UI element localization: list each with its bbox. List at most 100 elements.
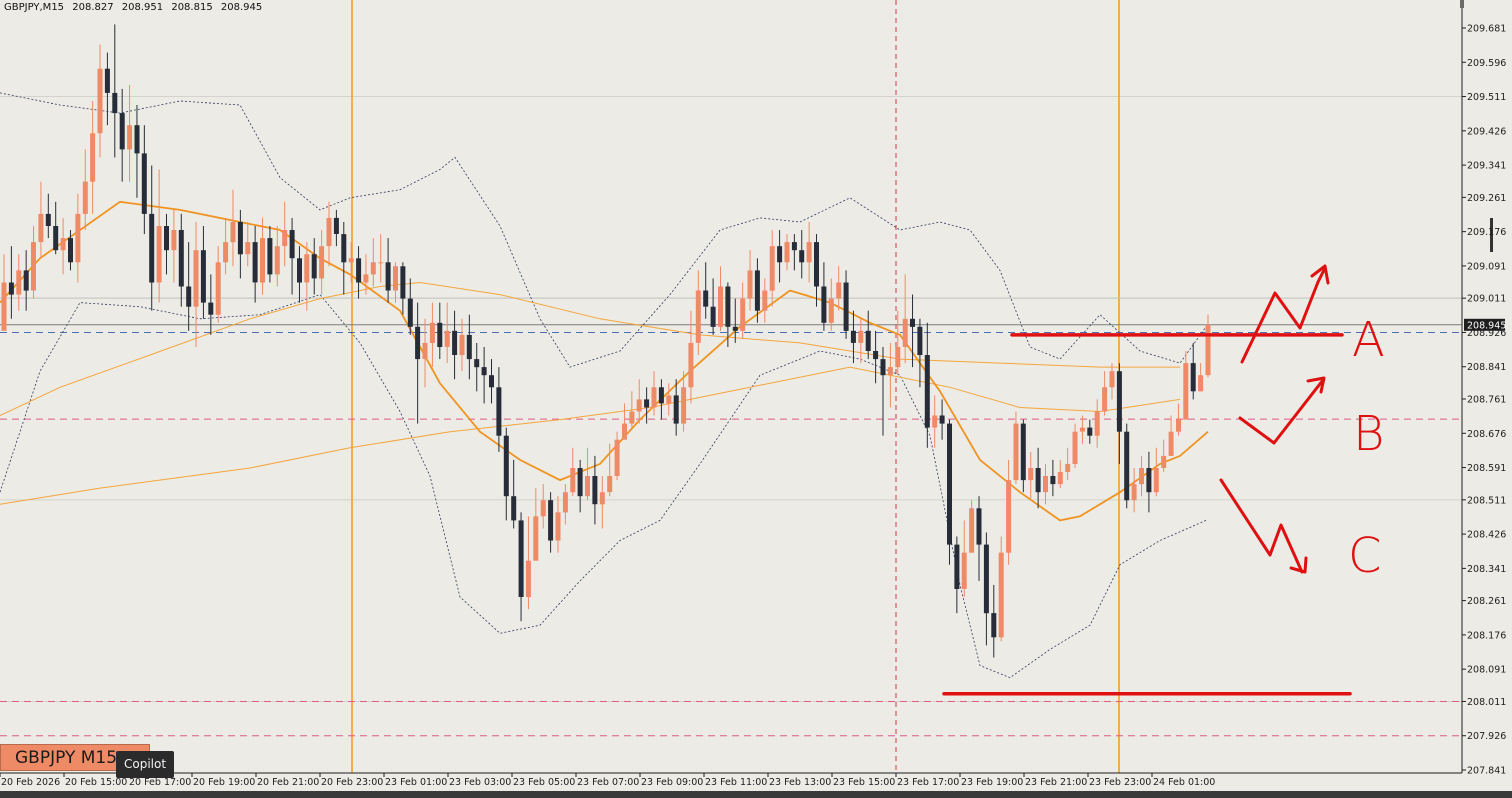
candle: [289, 217, 295, 295]
candle-body: [230, 222, 236, 243]
candle-body: [1153, 468, 1159, 493]
copilot-tooltip[interactable]: Copilot: [116, 751, 175, 778]
candle: [1, 254, 7, 331]
candle: [164, 213, 169, 275]
candle: [540, 484, 546, 529]
candle: [267, 226, 273, 283]
candle: [444, 302, 450, 364]
candle: [252, 226, 258, 303]
candle-body: [880, 359, 886, 376]
time-tick-label: 23 Feb 15:00: [833, 777, 895, 788]
candle-body: [703, 290, 709, 307]
candle: [23, 250, 29, 311]
candle: [127, 84, 133, 182]
price-tick-label: 207.926: [1467, 731, 1506, 742]
candle: [858, 318, 864, 364]
candle: [38, 181, 44, 259]
candle-body: [422, 342, 428, 359]
candle-body: [23, 270, 29, 291]
candle: [791, 234, 797, 271]
candle: [599, 476, 605, 529]
candle-body: [178, 230, 184, 287]
time-tick-label: 23 Feb 19:00: [961, 777, 1023, 788]
candle: [141, 125, 147, 235]
candle: [1190, 342, 1196, 400]
candle: [924, 322, 930, 448]
candle: [215, 246, 221, 323]
candle: [304, 242, 310, 311]
candle-body: [969, 508, 975, 553]
candle-body: [489, 375, 494, 388]
candle: [341, 221, 347, 295]
candle-body: [452, 330, 458, 355]
price-tick-label: 209.681: [1467, 24, 1506, 35]
candle: [378, 234, 384, 283]
time-tick-label: 23 Feb 03:00: [449, 777, 511, 788]
candle-body: [976, 508, 982, 545]
candle: [1168, 415, 1174, 456]
candle: [8, 246, 14, 319]
candle-body: [149, 213, 155, 283]
candle-body: [1139, 468, 1144, 485]
candle-body: [585, 476, 590, 497]
time-tick-label: 23 Feb 23:00: [1089, 777, 1151, 788]
candle-body: [762, 290, 768, 311]
candle-body: [947, 423, 952, 545]
candle-body: [1087, 427, 1093, 436]
candle: [171, 209, 177, 283]
price-tick-label: 208.176: [1467, 630, 1506, 641]
candle-body: [784, 242, 790, 263]
candle: [1087, 419, 1093, 444]
price-tick-label: 208.676: [1467, 429, 1506, 440]
candle-body: [1102, 387, 1108, 412]
candle-body: [1161, 455, 1167, 468]
candle-body: [651, 387, 657, 408]
price-tick-label: 209.091: [1467, 261, 1506, 272]
candle-body: [924, 355, 930, 428]
candle: [614, 431, 620, 481]
scenario-a-arrow: [1240, 264, 1330, 364]
candle-body: [437, 322, 443, 347]
price-tick-label: 208.841: [1467, 362, 1506, 373]
candle: [799, 230, 805, 279]
candle-body: [274, 246, 280, 275]
candle: [134, 105, 140, 198]
candle: [1057, 459, 1063, 489]
candle: [459, 318, 465, 372]
candle-body: [1057, 472, 1063, 485]
level-lines: [0, 297, 1462, 737]
candle: [474, 342, 480, 392]
candle: [178, 213, 184, 307]
candle-body: [8, 282, 14, 295]
time-tick-label: 20 Feb 21:00: [257, 777, 319, 788]
candle: [976, 496, 982, 581]
candle: [452, 310, 458, 380]
candle: [1183, 351, 1189, 420]
candle: [237, 209, 243, 279]
candle-body: [363, 274, 369, 283]
candle-body: [333, 217, 339, 234]
time-axis-bg: [0, 773, 1512, 791]
candle: [718, 266, 723, 331]
candle-body: [186, 286, 192, 307]
candle: [725, 282, 731, 347]
candle: [112, 24, 118, 158]
candle-body: [533, 516, 539, 561]
candle-body: [991, 613, 997, 638]
candle-body: [260, 238, 265, 283]
candle-body: [1, 282, 7, 331]
scenario-c-arrow: [1219, 478, 1308, 574]
candle: [895, 310, 901, 376]
candle-body: [636, 399, 642, 412]
candle: [887, 342, 893, 408]
candle: [703, 262, 709, 319]
candle-body: [1094, 411, 1100, 436]
candle: [437, 302, 443, 360]
candle-body: [887, 367, 893, 376]
candle: [282, 201, 288, 267]
candle: [356, 246, 362, 299]
price-tick-label: 208.261: [1467, 596, 1506, 607]
candle: [119, 88, 125, 182]
